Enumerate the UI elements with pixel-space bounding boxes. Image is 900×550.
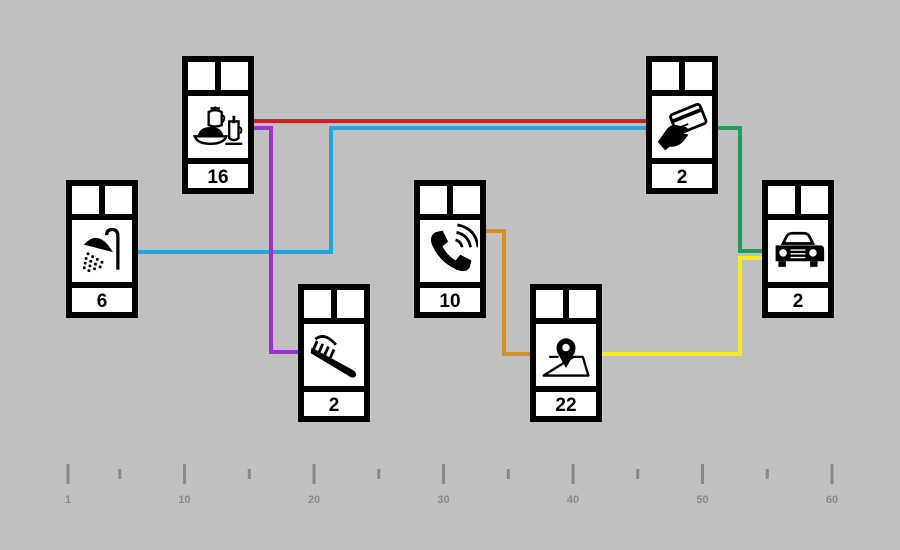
card-slot-left xyxy=(768,186,795,214)
card-value: 16 xyxy=(207,167,228,188)
card-value-cell xyxy=(768,288,828,312)
card-icon-cell xyxy=(420,220,480,282)
card-slot-left xyxy=(304,290,331,318)
link-phone-to-map xyxy=(486,229,530,356)
card-value-cell xyxy=(536,392,596,416)
card-slot-right xyxy=(105,186,132,214)
node-card-map[interactable]: 22 xyxy=(530,284,602,422)
card-value-cell xyxy=(188,164,248,188)
node-card-phone[interactable]: 10 xyxy=(414,180,486,318)
card-slot-left xyxy=(72,186,99,214)
card-value: 6 xyxy=(97,291,108,312)
card-value-cell xyxy=(652,164,712,188)
axis-tick-label: 20 xyxy=(308,494,320,506)
axis-tick-label: 10 xyxy=(178,494,190,506)
card-value: 22 xyxy=(555,395,576,416)
card-slot-left xyxy=(188,62,215,90)
link-card-to-car xyxy=(718,126,762,253)
card-value: 2 xyxy=(329,395,340,416)
card-value: 10 xyxy=(439,291,460,312)
card-value-cell xyxy=(72,288,132,312)
card-slot-right xyxy=(221,62,248,90)
card-slot-left xyxy=(420,186,447,214)
node-card-shower[interactable]: 6 xyxy=(66,180,138,318)
node-card-car[interactable]: 2 xyxy=(762,180,834,318)
card-slot-right xyxy=(453,186,480,214)
axis-tick-label: 40 xyxy=(567,494,579,506)
card-slot-right xyxy=(685,62,712,90)
card-slot-left xyxy=(652,62,679,90)
time-axis: 1 10 20 30 40 50 60 xyxy=(65,464,838,506)
node-card-breakfast[interactable]: 16 xyxy=(182,56,254,194)
card-value-cell xyxy=(420,288,480,312)
axis-tick-label: 60 xyxy=(826,494,838,506)
axis-tick-label: 30 xyxy=(437,494,449,506)
card-icon-cell xyxy=(72,220,132,282)
card-slot-right xyxy=(337,290,364,318)
card-slot-right xyxy=(569,290,596,318)
node-card-toothbrush[interactable]: 2 xyxy=(298,284,370,422)
axis-tick-label: 50 xyxy=(696,494,708,506)
card-value-cell xyxy=(304,392,364,416)
axis-tick-label: 1 xyxy=(65,494,71,506)
card-value: 2 xyxy=(677,167,688,188)
node-card-card[interactable]: 2 xyxy=(646,56,718,194)
card-slot-left xyxy=(536,290,563,318)
links-layer xyxy=(138,119,762,356)
card-value: 2 xyxy=(793,291,804,312)
card-slot-right xyxy=(801,186,828,214)
link-breakfast-to-toothbrush xyxy=(254,126,298,354)
link-shower-to-card xyxy=(138,126,646,254)
link-map-to-car xyxy=(602,256,762,356)
